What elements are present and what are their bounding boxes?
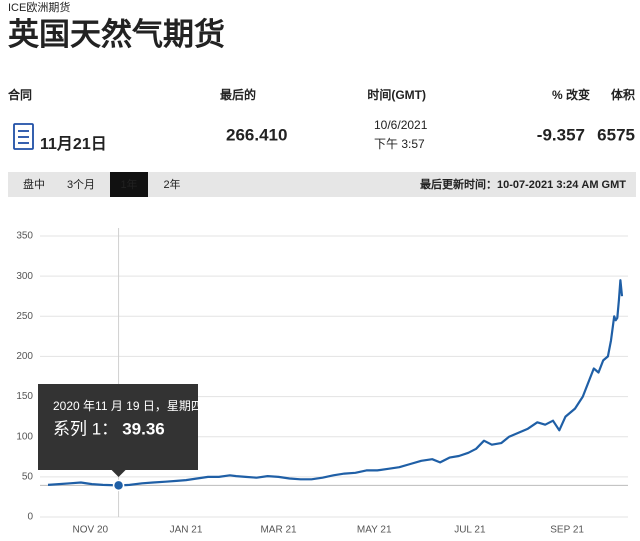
y-tick-label: 350	[16, 231, 33, 242]
contract: 11月21日	[40, 135, 107, 153]
last-price: 266.410	[226, 125, 287, 144]
quote-time: 下午 3:57	[374, 137, 425, 151]
col-header: 最后的	[220, 87, 256, 102]
change: -9.357	[537, 125, 585, 144]
x-tick-label: MAR 21	[260, 525, 297, 536]
col-header: 时间(GMT)	[367, 87, 426, 102]
tooltip-date: 2020 年11 月 19 日，星期四	[53, 399, 203, 413]
quote-date: 10/6/2021	[374, 118, 428, 132]
y-tick-label: 300	[16, 271, 33, 282]
tab[interactable]: 2年	[163, 177, 180, 191]
y-tick-label: 50	[22, 471, 34, 482]
tooltip-box	[38, 384, 198, 477]
breadcrumb: ICE欧洲期货	[8, 0, 70, 14]
tooltip-value: 39.36	[122, 419, 165, 438]
volume: 6575	[597, 125, 635, 144]
tab[interactable]: 盘中	[23, 177, 45, 191]
x-tick-label: JAN 21	[170, 525, 203, 536]
x-tick-label: NOV 20	[73, 525, 109, 536]
page-title: 英国天然气期货	[8, 17, 225, 52]
contract-icon	[13, 123, 34, 150]
hover-point	[112, 479, 125, 492]
col-header: 体积	[611, 87, 635, 102]
y-tick-label: 250	[16, 311, 33, 322]
x-tick-label: SEP 21	[550, 525, 584, 536]
tab-active-bg	[110, 172, 148, 197]
updated-time: 最后更新时间：10-07-2021 3:24 AM GMT	[420, 177, 626, 191]
y-tick-label: 150	[16, 391, 33, 402]
y-tick-label: 200	[16, 351, 33, 362]
y-tick-label: 100	[16, 431, 33, 442]
y-tick-label: 0	[27, 512, 33, 523]
col-header: 合同	[8, 87, 32, 102]
x-tick-label: JUL 21	[454, 525, 486, 536]
col-header: % 改变	[552, 87, 590, 102]
tab[interactable]: 3个月	[67, 178, 95, 191]
tab[interactable]: 1年	[120, 177, 137, 191]
price-line	[47, 279, 624, 487]
tooltip-label: 系列 1：	[53, 419, 118, 438]
x-tick-label: MAY 21	[357, 525, 392, 536]
